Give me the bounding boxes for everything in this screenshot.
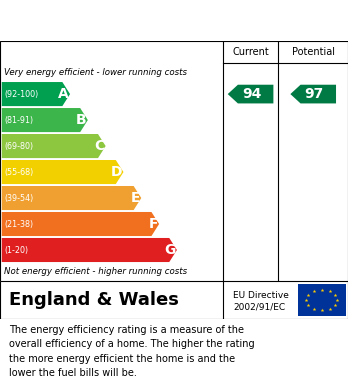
Text: (69-80): (69-80) bbox=[5, 142, 34, 151]
Bar bbox=[298, 284, 346, 316]
Text: The energy efficiency rating is a measure of the
overall efficiency of a home. T: The energy efficiency rating is a measur… bbox=[9, 325, 254, 378]
Text: 94: 94 bbox=[242, 87, 261, 101]
Polygon shape bbox=[2, 160, 124, 184]
Text: (92-100): (92-100) bbox=[5, 90, 39, 99]
Text: B: B bbox=[76, 113, 87, 127]
Text: Current: Current bbox=[232, 47, 269, 57]
Text: Potential: Potential bbox=[292, 47, 335, 57]
Polygon shape bbox=[2, 212, 159, 236]
Text: 97: 97 bbox=[305, 87, 324, 101]
Text: (1-20): (1-20) bbox=[5, 246, 29, 255]
Polygon shape bbox=[2, 82, 70, 106]
Polygon shape bbox=[2, 108, 88, 132]
Text: Very energy efficient - lower running costs: Very energy efficient - lower running co… bbox=[4, 68, 187, 77]
Text: (39-54): (39-54) bbox=[5, 194, 34, 203]
Polygon shape bbox=[2, 134, 106, 158]
Text: D: D bbox=[111, 165, 122, 179]
Text: C: C bbox=[94, 139, 105, 153]
Text: G: G bbox=[165, 243, 176, 257]
Text: A: A bbox=[58, 87, 69, 101]
Text: Not energy efficient - higher running costs: Not energy efficient - higher running co… bbox=[4, 267, 187, 276]
Polygon shape bbox=[228, 85, 274, 104]
Text: EU Directive: EU Directive bbox=[233, 291, 289, 300]
Text: England & Wales: England & Wales bbox=[9, 291, 179, 309]
Text: 2002/91/EC: 2002/91/EC bbox=[233, 302, 285, 311]
Text: Energy Efficiency Rating: Energy Efficiency Rating bbox=[9, 13, 219, 28]
Text: E: E bbox=[131, 191, 140, 205]
Polygon shape bbox=[2, 238, 177, 262]
Text: (81-91): (81-91) bbox=[5, 116, 34, 125]
Text: F: F bbox=[149, 217, 158, 231]
Text: (55-68): (55-68) bbox=[5, 167, 34, 177]
Text: (21-38): (21-38) bbox=[5, 219, 34, 228]
Polygon shape bbox=[290, 85, 336, 104]
Polygon shape bbox=[2, 186, 141, 210]
